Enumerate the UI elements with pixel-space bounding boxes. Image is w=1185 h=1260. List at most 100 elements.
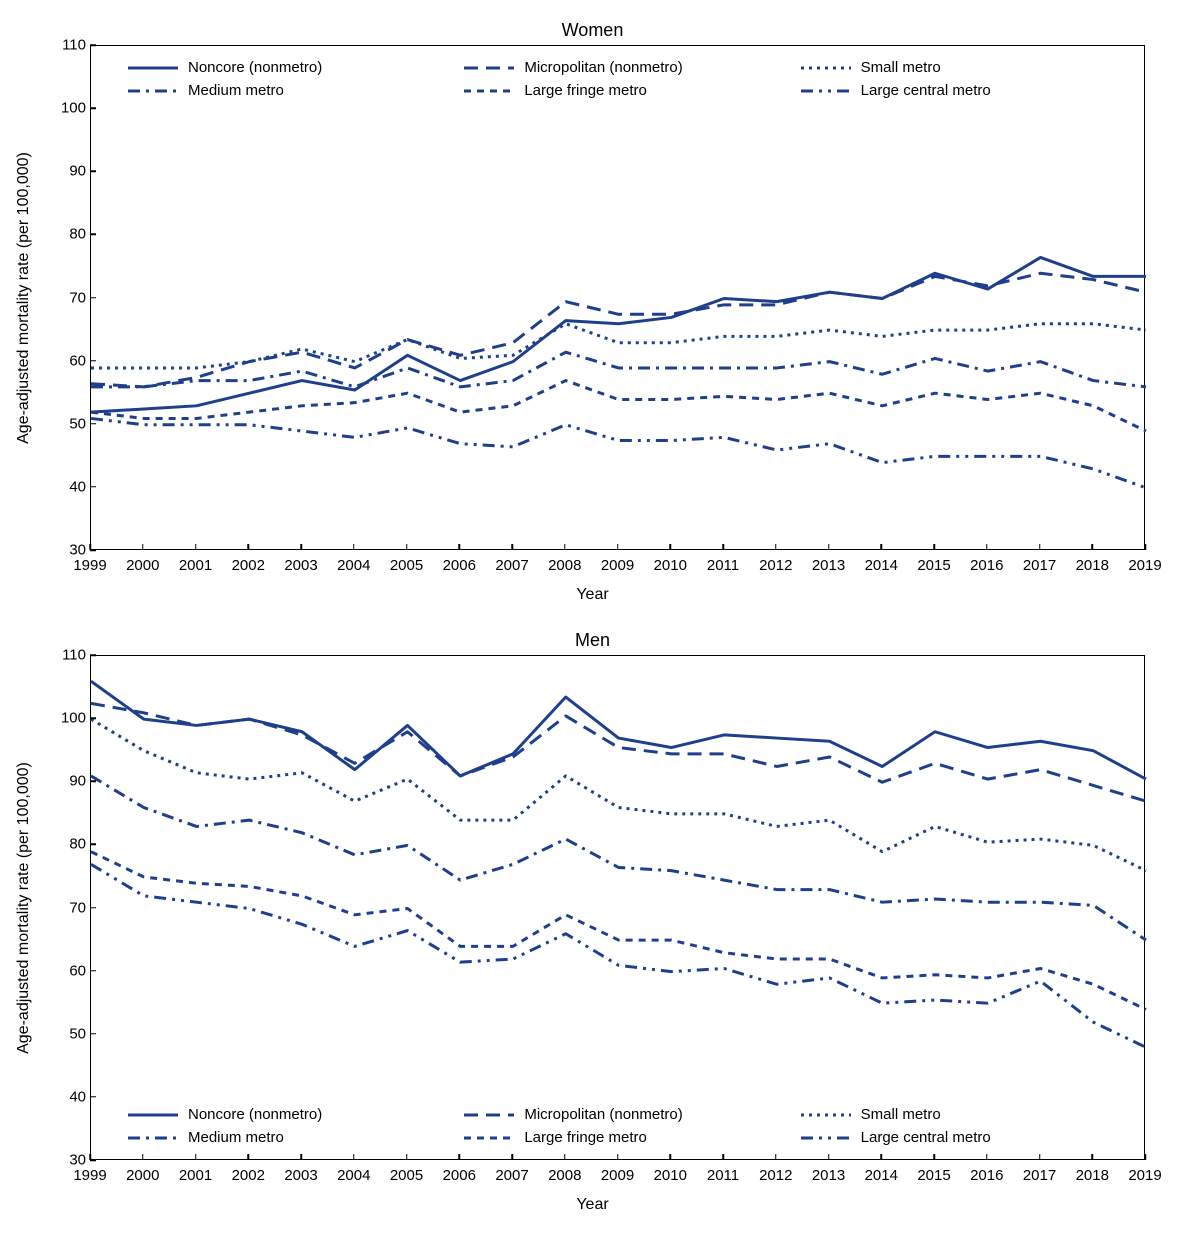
y-tick-label: 100 — [58, 100, 86, 117]
y-tick-mark — [90, 297, 96, 299]
legend-line-icon — [464, 60, 514, 76]
x-tick-label: 2007 — [495, 1167, 528, 1184]
x-tick-mark — [142, 1154, 144, 1160]
x-tick-label: 2009 — [601, 1167, 634, 1184]
x-tick-mark — [775, 544, 777, 550]
legend-line-icon — [464, 1130, 514, 1146]
x-tick-label: 2015 — [917, 557, 950, 574]
x-tick-mark — [195, 1154, 197, 1160]
x-tick-mark — [300, 544, 302, 550]
y-tick-mark — [90, 1096, 96, 1098]
x-tick-label: 1999 — [73, 1167, 106, 1184]
y-tick-label: 60 — [58, 352, 86, 369]
x-tick-mark — [564, 544, 566, 550]
y-axis-label: Age-adjusted mortality rate (per 100,000… — [15, 152, 33, 444]
x-tick-label: 2008 — [548, 557, 581, 574]
legend-label: Small metro — [861, 1106, 941, 1123]
legend-label: Large fringe metro — [524, 1129, 647, 1146]
x-tick-label: 2003 — [284, 557, 317, 574]
x-tick-label: 2011 — [707, 1167, 739, 1184]
y-tick-label: 80 — [58, 836, 86, 853]
legend-label: Noncore (nonmetro) — [188, 1106, 322, 1123]
x-tick-mark — [775, 1154, 777, 1160]
x-tick-mark — [617, 544, 619, 550]
x-tick-label: 2011 — [707, 557, 739, 574]
x-tick-label: 2015 — [917, 1167, 950, 1184]
series-line — [91, 681, 1146, 779]
x-tick-mark — [459, 544, 461, 550]
legend-label: Large central metro — [861, 82, 991, 99]
x-tick-mark — [933, 544, 935, 550]
x-tick-label: 2001 — [179, 557, 212, 574]
x-tick-mark — [722, 544, 724, 550]
legend-item: Medium metro — [128, 1129, 444, 1146]
x-tick-mark — [670, 544, 672, 550]
plot-area — [90, 45, 1145, 550]
x-tick-mark — [1144, 1154, 1146, 1160]
y-tick-label: 60 — [58, 962, 86, 979]
x-tick-mark — [248, 544, 250, 550]
x-tick-mark — [1039, 1154, 1041, 1160]
y-tick-mark — [90, 549, 96, 551]
x-tick-mark — [511, 544, 513, 550]
legend-item: Medium metro — [128, 82, 444, 99]
x-tick-mark — [353, 544, 355, 550]
x-axis-label: Year — [576, 1196, 608, 1214]
y-tick-label: 40 — [58, 478, 86, 495]
x-tick-mark — [828, 544, 830, 550]
x-tick-mark — [1092, 1154, 1094, 1160]
legend-line-icon — [801, 60, 851, 76]
x-tick-label: 2008 — [548, 1167, 581, 1184]
legend-label: Micropolitan (nonmetro) — [524, 1106, 682, 1123]
legend-line-icon — [801, 83, 851, 99]
y-tick-label: 70 — [58, 899, 86, 916]
y-tick-mark — [90, 907, 96, 909]
series-line — [91, 257, 1146, 412]
y-tick-label: 50 — [58, 415, 86, 432]
x-tick-mark — [459, 1154, 461, 1160]
x-tick-mark — [1092, 544, 1094, 550]
x-tick-mark — [1144, 544, 1146, 550]
y-tick-label: 80 — [58, 226, 86, 243]
y-tick-label: 100 — [58, 710, 86, 727]
y-tick-mark — [90, 654, 96, 656]
x-tick-label: 2005 — [390, 557, 423, 574]
x-tick-mark — [142, 544, 144, 550]
legend-label: Micropolitan (nonmetro) — [524, 59, 682, 76]
x-tick-label: 2010 — [654, 1167, 687, 1184]
x-tick-label: 2001 — [179, 1167, 212, 1184]
x-tick-label: 2007 — [495, 557, 528, 574]
series-line — [91, 719, 1146, 871]
y-axis-label: Age-adjusted mortality rate (per 100,000… — [15, 762, 33, 1054]
lines-svg — [21, 631, 1074, 1134]
y-tick-mark — [90, 486, 96, 488]
panel-women: WomenAge-adjusted mortality rate (per 10… — [20, 20, 1165, 610]
x-tick-label: 2003 — [284, 1167, 317, 1184]
y-tick-label: 110 — [58, 37, 86, 54]
legend-item: Noncore (nonmetro) — [128, 1106, 444, 1123]
x-tick-label: 2014 — [865, 1167, 898, 1184]
y-tick-label: 30 — [58, 542, 86, 559]
legend-item: Micropolitan (nonmetro) — [464, 1106, 780, 1123]
series-line — [91, 852, 1146, 1010]
x-tick-mark — [248, 1154, 250, 1160]
x-tick-mark — [195, 544, 197, 550]
legend-item: Noncore (nonmetro) — [128, 59, 444, 76]
x-tick-label: 2019 — [1128, 1167, 1161, 1184]
series-line — [91, 864, 1146, 1047]
chart-container: WomenAge-adjusted mortality rate (per 10… — [20, 20, 1165, 1220]
x-tick-mark — [617, 1154, 619, 1160]
x-tick-label: 2004 — [337, 1167, 370, 1184]
x-tick-mark — [881, 544, 883, 550]
y-tick-label: 70 — [58, 289, 86, 306]
x-tick-label: 2016 — [970, 557, 1003, 574]
y-tick-mark — [90, 717, 96, 719]
y-tick-label: 30 — [58, 1152, 86, 1169]
y-tick-mark — [90, 44, 96, 46]
x-tick-mark — [406, 1154, 408, 1160]
series-line — [91, 703, 1146, 801]
series-line — [91, 352, 1146, 387]
legend: Noncore (nonmetro) Micropolitan (nonmetro… — [120, 1100, 1125, 1152]
y-tick-label: 40 — [58, 1088, 86, 1105]
x-tick-mark — [353, 1154, 355, 1160]
